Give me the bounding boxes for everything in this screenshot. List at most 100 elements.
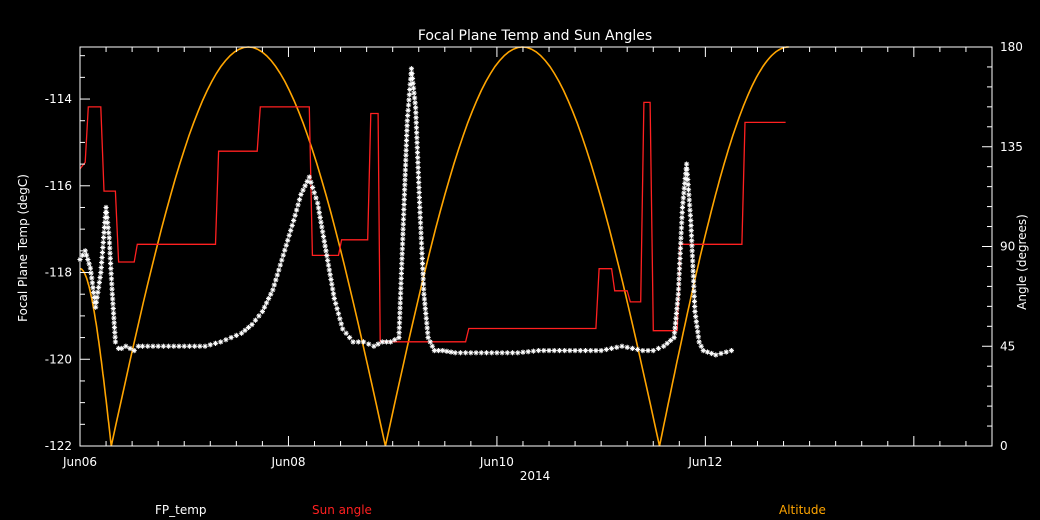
fp-temp-point	[277, 262, 283, 268]
fp-temp-point	[101, 229, 107, 236]
fp-temp-point	[282, 247, 288, 253]
fp-temp-point	[330, 291, 337, 297]
fp-temp-point	[401, 211, 407, 217]
fp-temp-point	[673, 315, 679, 321]
fp-temp-point	[103, 204, 109, 211]
fp-temp-point	[252, 317, 259, 323]
fp-temp-point	[223, 337, 229, 343]
fp-temp-point	[416, 179, 422, 186]
fp-temp-point	[319, 224, 325, 230]
fp-temp-point	[409, 70, 415, 77]
fp-temp-point	[655, 345, 662, 352]
fp-temp-point	[238, 330, 245, 336]
fp-temp-point	[323, 248, 329, 254]
fp-temp-point	[88, 270, 94, 276]
fp-temp-point	[398, 280, 404, 286]
y-left-tick-label: -118	[45, 266, 72, 280]
fp-temp-point	[419, 245, 425, 251]
fp-temp-point	[684, 166, 690, 172]
fp-temp-point	[285, 237, 291, 243]
fp-temp-point	[155, 343, 161, 349]
fp-temp-point	[366, 341, 372, 347]
fp-temp-point	[280, 252, 286, 258]
fp-temp-point	[419, 260, 426, 267]
fp-temp-point	[676, 276, 682, 282]
fp-temp-point	[104, 214, 110, 221]
fp-temp-point	[327, 272, 333, 278]
fp-temp-point	[100, 239, 106, 246]
plot-area	[77, 46, 789, 447]
fp-temp-point	[421, 291, 427, 297]
fp-temp-point	[107, 245, 113, 251]
fp-temp-point	[567, 347, 573, 354]
fp-temp-point	[101, 224, 108, 231]
fp-temp-point	[212, 340, 219, 346]
fp-temp-point	[396, 320, 403, 326]
series-fp-temp-markers	[77, 66, 735, 358]
fp-temp-point	[283, 242, 289, 248]
fp-temp-point	[686, 197, 692, 203]
fp-temp-point	[405, 107, 411, 113]
fp-temp-point	[420, 266, 426, 272]
fp-temp-point	[398, 265, 405, 272]
fp-temp-point	[675, 291, 681, 297]
fp-temp-point	[695, 329, 701, 335]
fp-temp-point	[403, 152, 409, 158]
fp-temp-point	[83, 252, 90, 258]
fp-temp-point	[399, 246, 405, 252]
fp-temp-point	[261, 304, 268, 310]
fp-temp-point	[103, 209, 110, 216]
fp-temp-point	[101, 234, 107, 241]
fp-temp-point	[87, 265, 94, 271]
fp-temp-point	[672, 320, 679, 326]
fp-temp-point	[619, 343, 625, 349]
fp-temp-point	[410, 85, 417, 91]
fp-temp-point	[242, 327, 248, 333]
fp-temp-point	[402, 167, 408, 173]
fp-temp-point	[692, 303, 698, 310]
x-tick-label: Jun06	[62, 455, 97, 469]
fp-temp-point	[397, 305, 403, 311]
fp-temp-point	[457, 350, 464, 356]
fp-temp-point	[404, 132, 410, 139]
fp-temp-point	[286, 232, 292, 238]
fp-temp-point	[402, 162, 409, 168]
fp-temp-point	[402, 172, 408, 178]
fp-temp-point	[94, 294, 100, 300]
fp-temp-point	[249, 321, 255, 328]
fp-temp-point	[420, 276, 426, 282]
y-left-tick-label: -122	[45, 439, 72, 453]
fp-temp-point	[416, 189, 422, 196]
fp-temp-point	[107, 250, 113, 256]
fp-temp-point	[398, 270, 405, 277]
fp-temp-point	[320, 233, 327, 240]
fp-temp-point	[677, 260, 683, 267]
fp-temp-point	[414, 130, 420, 136]
fp-temp-point	[398, 285, 404, 291]
fp-temp-point	[85, 256, 91, 263]
fp-temp-point	[99, 254, 105, 261]
fp-temp-point	[415, 159, 421, 166]
fp-temp-point	[335, 311, 342, 317]
fp-temp-point	[677, 245, 684, 251]
fp-temp-point	[691, 298, 698, 305]
fp-temp-point	[347, 334, 353, 341]
fp-temp-point	[202, 343, 208, 349]
y-left-tick-label: -120	[45, 352, 72, 366]
fp-temp-point	[400, 231, 406, 237]
fp-temp-point	[233, 332, 239, 339]
fp-temp-point	[401, 196, 407, 203]
fp-temp-point	[421, 286, 427, 292]
fp-temp-point	[556, 347, 563, 354]
fp-temp-point	[321, 238, 327, 244]
fp-temp-point	[302, 183, 308, 189]
fp-temp-point	[119, 345, 125, 352]
fp-temp-point	[355, 339, 361, 345]
fp-temp-point	[674, 301, 680, 307]
fp-temp-point	[288, 227, 294, 233]
fp-temp-point	[696, 339, 702, 345]
y-right-tick-label: 45	[1000, 339, 1015, 353]
fp-temp-point	[399, 251, 405, 257]
fp-temp-point	[413, 110, 419, 116]
